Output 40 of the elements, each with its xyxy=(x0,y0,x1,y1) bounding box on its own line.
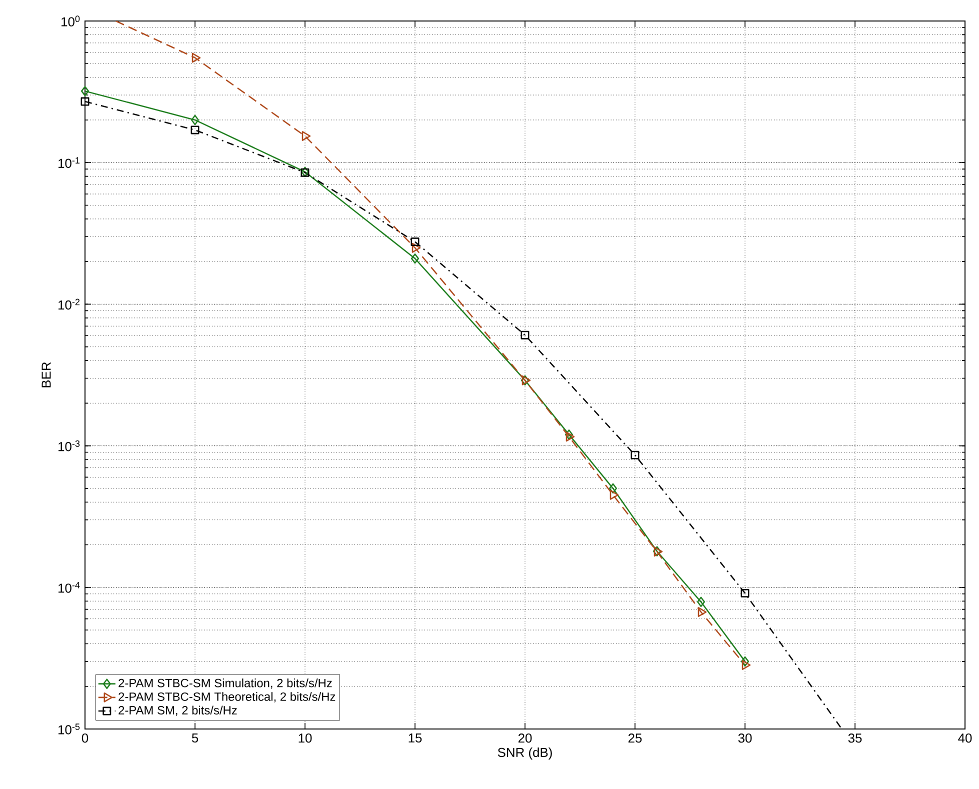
point xyxy=(192,52,201,63)
x-tick-label: 0 xyxy=(82,734,88,743)
legend-label: 2-PAM STBC-SM Simulation, 2 bits/s/Hz xyxy=(118,678,332,689)
point xyxy=(566,432,575,442)
point xyxy=(698,607,707,617)
x-tick-label: 5 xyxy=(192,734,198,743)
point xyxy=(740,656,750,667)
point xyxy=(608,483,618,494)
point xyxy=(696,596,706,608)
x-tick-label: 15 xyxy=(408,734,422,743)
y-tick-label: 10$^{-3}$ xyxy=(58,440,80,452)
x-tick-label: 30 xyxy=(738,734,752,743)
y-tick-label: 10$^{0}$ xyxy=(62,16,80,26)
point xyxy=(564,429,574,440)
x-tick-label: 20 xyxy=(518,734,532,743)
legend-label: 2-PAM STBC-SM Theoretical, 2 bits/s/Hz xyxy=(118,692,336,702)
point xyxy=(610,490,619,500)
x-tick-label: 25 xyxy=(628,734,642,743)
point xyxy=(742,660,751,670)
x-tick-label: 35 xyxy=(848,734,862,743)
point xyxy=(520,330,530,340)
y-tick-label: 10$^{-1}$ xyxy=(58,157,80,168)
x-tick-label: 10 xyxy=(298,734,312,743)
point xyxy=(80,86,90,96)
point xyxy=(740,588,750,598)
point xyxy=(410,238,420,246)
point xyxy=(630,450,640,460)
y-axis-title: BER xyxy=(42,362,51,388)
point xyxy=(80,97,90,106)
y-tick-label: 10$^{-4}$ xyxy=(58,582,80,593)
point xyxy=(412,242,421,253)
x-axis-title: SNR (dB) xyxy=(498,748,552,760)
y-tick-label: 10$^{-2}$ xyxy=(58,298,80,310)
y-tick-label: 10$^{-5}$ xyxy=(58,724,80,734)
point xyxy=(302,131,311,142)
point xyxy=(190,114,200,126)
point xyxy=(190,126,200,134)
point xyxy=(410,253,420,264)
legend-label: 2-PAM SM, 2 bits/s/Hz xyxy=(118,706,237,716)
x-tick-label: 40 xyxy=(958,734,972,743)
